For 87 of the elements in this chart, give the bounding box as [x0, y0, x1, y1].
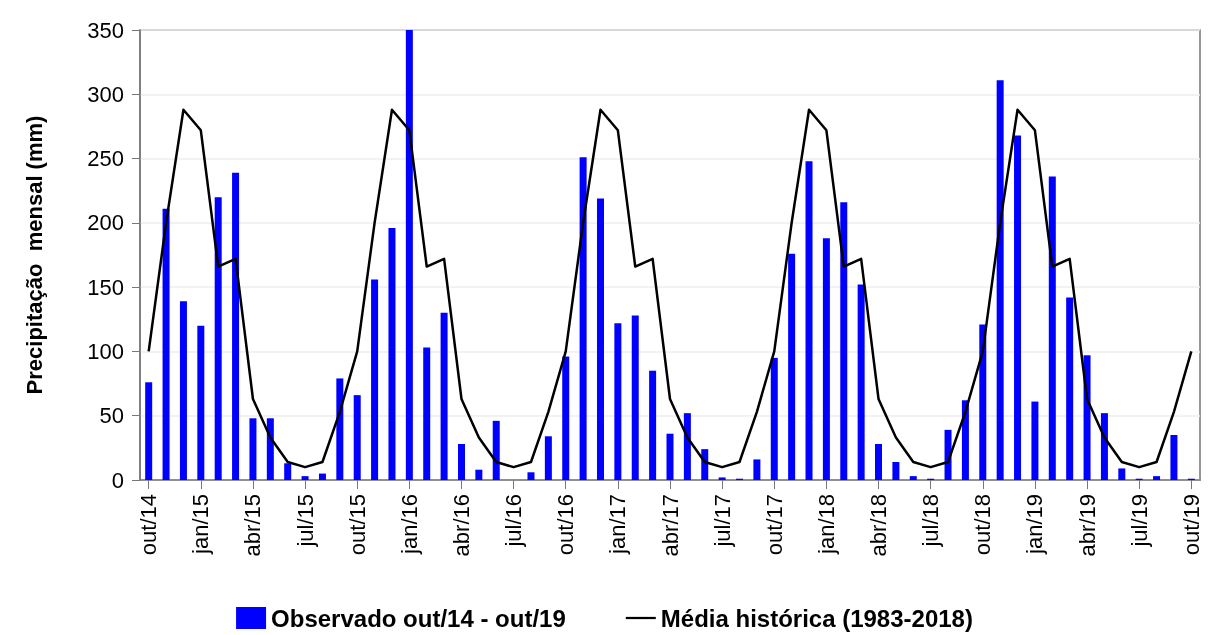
bar [753, 459, 761, 480]
bar [353, 395, 361, 480]
bar [596, 198, 604, 480]
x-tick-label: abr/18 [866, 494, 892, 557]
bar [457, 444, 465, 480]
bar [544, 436, 552, 480]
bar [179, 301, 187, 480]
bar [162, 208, 170, 480]
x-tick-label: jan/15 [188, 494, 214, 555]
x-tick-label: jan/18 [813, 494, 839, 555]
x-tick-label: abr/17 [657, 494, 683, 557]
y-tick-label: 150 [87, 274, 124, 300]
line-series [147, 108, 1193, 469]
x-tick-label: out/16 [553, 494, 579, 556]
x-tick-label: jan/16 [396, 494, 422, 555]
bar [388, 228, 396, 480]
bar [909, 476, 917, 480]
bar [145, 382, 153, 480]
bar [318, 473, 326, 480]
x-tick-label: jul/19 [1126, 494, 1152, 548]
bar [614, 323, 622, 480]
bar [371, 279, 379, 480]
x-tick-label: abr/16 [448, 494, 474, 557]
bar [232, 172, 240, 480]
bar [875, 444, 883, 480]
y-tick-label: 350 [87, 17, 124, 43]
bar [961, 400, 969, 480]
x-tick-label: out/19 [1178, 494, 1204, 556]
x-tick-label: jul/17 [709, 494, 735, 548]
x-tick-label: out/15 [344, 494, 370, 556]
x-tick-label: jul/15 [292, 494, 318, 548]
y-tick-label: 50 [99, 403, 124, 429]
y-axis-title: Precipitação mensal (mm) [21, 115, 47, 395]
x-tick-label: out/14 [136, 494, 162, 556]
bar [631, 315, 639, 480]
x-tick-label: abr/15 [240, 494, 266, 557]
bar [284, 463, 292, 480]
bar [1066, 297, 1074, 480]
bar [197, 325, 205, 480]
bar [1170, 435, 1178, 480]
x-tick-label: jul/18 [918, 494, 944, 548]
bar [822, 238, 830, 480]
bar [1118, 468, 1126, 480]
bar [527, 472, 535, 480]
legend-label: Média histórica (1983-2018) [660, 604, 973, 632]
bar [562, 356, 570, 480]
bar [718, 477, 726, 480]
y-tick-label: 300 [87, 81, 124, 107]
bar [266, 418, 274, 480]
bar [249, 418, 257, 480]
bar [1083, 355, 1091, 480]
x-tick-label: jan/19 [1022, 494, 1048, 555]
bar [979, 324, 987, 480]
bar [840, 202, 848, 480]
x-tick-label: abr/19 [1074, 494, 1100, 557]
bar [996, 80, 1004, 480]
bar [492, 420, 500, 480]
bar [1100, 413, 1108, 480]
bar [683, 413, 691, 480]
bar [857, 284, 865, 480]
bar [405, 30, 413, 480]
bar [649, 370, 657, 480]
x-tick-label: jul/16 [501, 494, 527, 548]
x-tick-label: jan/17 [605, 494, 631, 555]
bar [1153, 476, 1161, 480]
y-tick-label: 0 [111, 467, 124, 493]
bar [1031, 401, 1039, 480]
bar [579, 157, 587, 480]
bar [788, 253, 796, 480]
y-tick-label: 250 [87, 146, 124, 172]
bar [301, 476, 309, 480]
bar [214, 197, 222, 480]
bar [1014, 135, 1022, 480]
bar [423, 347, 431, 480]
bar [892, 462, 900, 480]
bar [1048, 176, 1056, 480]
bar [475, 469, 483, 480]
bar [336, 378, 344, 480]
legend-label: Observado out/14 - out/19 [271, 604, 566, 632]
bar [440, 312, 448, 480]
x-tick-label: out/17 [761, 494, 787, 556]
bar [770, 357, 778, 480]
bar [666, 433, 674, 480]
y-tick-label: 200 [87, 210, 124, 236]
y-tick-label: 100 [87, 338, 124, 364]
x-tick-label: out/18 [970, 494, 996, 556]
bar [805, 161, 813, 480]
